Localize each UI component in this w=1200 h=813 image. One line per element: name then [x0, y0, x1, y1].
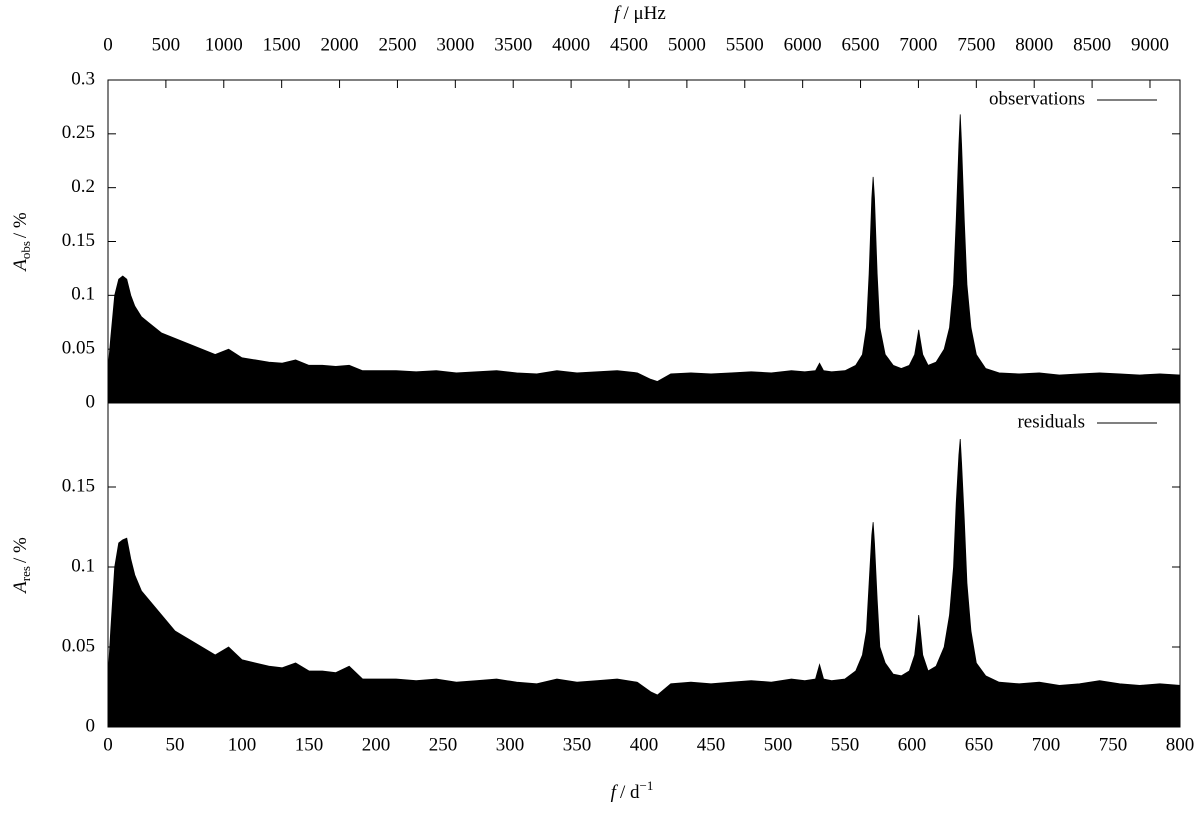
- x2-tick-label: 0: [103, 34, 113, 55]
- x-tick-label: 700: [1032, 734, 1061, 755]
- y-tick-label: 0.2: [71, 176, 95, 197]
- y-tick-label: 0: [86, 391, 96, 412]
- y-label-symbol: A: [10, 259, 31, 273]
- x2-tick-label: 4500: [610, 34, 648, 55]
- y-tick-label: 0.15: [62, 475, 95, 496]
- x2-tick-label: 4000: [552, 34, 590, 55]
- x2-tick-label: 6000: [784, 34, 822, 55]
- x2-tick-label: 6500: [842, 34, 880, 55]
- x-label-superscript: −1: [639, 778, 653, 793]
- x2-label-unit: / μHz: [623, 3, 665, 24]
- x2-tick-label: 9000: [1131, 34, 1169, 55]
- x-tick-label: 750: [1099, 734, 1128, 755]
- x2-tick-label: 5000: [668, 34, 706, 55]
- x2-tick-label: 2000: [321, 34, 359, 55]
- y-label-subscript: res: [18, 566, 33, 581]
- x2-tick-label: 2500: [378, 34, 416, 55]
- x-tick-label: 100: [228, 734, 257, 755]
- y-label-unit: / %: [10, 537, 31, 563]
- x2-tick-label: 3500: [494, 34, 532, 55]
- x-tick-label: 50: [166, 734, 185, 755]
- x-label-symbol: f: [611, 782, 619, 803]
- x-tick-label: 500: [764, 734, 793, 755]
- x2-axis-label: f / μHz: [614, 3, 666, 24]
- plot-frame: [107, 79, 1181, 404]
- x-tick-label: 600: [898, 734, 927, 755]
- legend-label: observations: [989, 88, 1085, 109]
- y-axis-label: Aobs / %: [10, 212, 33, 273]
- y-label-unit: / %: [10, 212, 31, 238]
- y-tick-label: 0.05: [62, 635, 95, 656]
- y-tick-label: 0: [86, 715, 96, 736]
- x2-tick-label: 1000: [205, 34, 243, 55]
- y-tick-label: 0.15: [62, 230, 95, 251]
- x2-tick-label: 7000: [899, 34, 937, 55]
- y-tick-label: 0.25: [62, 122, 95, 143]
- x2-tick-label: 8500: [1073, 34, 1111, 55]
- y-axis-label: Ares / %: [10, 537, 33, 595]
- x-tick-label: 650: [965, 734, 994, 755]
- x-axis-label: f / d−1: [611, 778, 654, 803]
- y-tick-label: 0.1: [71, 284, 95, 305]
- x-tick-label: 350: [563, 734, 592, 755]
- x-tick-label: 300: [496, 734, 525, 755]
- spectrum-area: [107, 114, 1181, 404]
- x-tick-label: 150: [295, 734, 324, 755]
- x-tick-label: 450: [697, 734, 726, 755]
- y-label-symbol: A: [10, 581, 31, 595]
- x2-tick-label: 500: [152, 34, 181, 55]
- x-tick-label: 0: [103, 734, 113, 755]
- y-label-subscript: obs: [18, 241, 33, 259]
- spectrum-area: [107, 438, 1181, 728]
- x2-tick-label: 1500: [263, 34, 301, 55]
- legend-label: residuals: [1017, 411, 1085, 432]
- x-tick-label: 800: [1166, 734, 1195, 755]
- x2-label-symbol: f: [614, 3, 622, 24]
- x-tick-label: 200: [362, 734, 391, 755]
- x-label-unit: / d: [620, 782, 640, 803]
- y-tick-label: 0.05: [62, 338, 95, 359]
- x2-tick-label: 8000: [1015, 34, 1053, 55]
- y-tick-label: 0.3: [71, 68, 95, 89]
- x-tick-label: 250: [429, 734, 458, 755]
- x2-tick-label: 3000: [436, 34, 474, 55]
- y-tick-label: 0.1: [71, 555, 95, 576]
- x2-tick-label: 7500: [957, 34, 995, 55]
- x-tick-label: 550: [831, 734, 860, 755]
- x2-tick-label: 5500: [726, 34, 764, 55]
- x-tick-label: 400: [630, 734, 659, 755]
